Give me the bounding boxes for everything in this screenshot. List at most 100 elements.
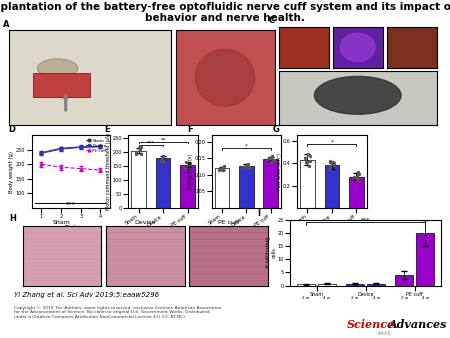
Point [268,153,275,159]
Point [302,155,309,161]
Text: 4 w: 4 w [422,296,429,300]
Text: 2 w: 2 w [400,296,408,300]
Text: D: D [8,125,15,134]
Point [354,169,361,174]
Point [182,159,189,164]
Text: Advances: Advances [389,319,448,331]
FancyArrow shape [63,94,68,111]
Point [246,164,253,170]
X-axis label: Trials: Trials [64,225,78,230]
Text: *: * [245,144,248,149]
Point [219,165,226,170]
Point [326,166,333,171]
Point [328,161,336,167]
Text: F: F [187,125,193,134]
Point [329,159,337,164]
Point [326,159,333,164]
Bar [346,284,364,286]
Text: Yi Zhang et al. Sci Adv 2019;5:eaaw5296: Yi Zhang et al. Sci Adv 2019;5:eaaw5296 [14,292,158,298]
Point [158,158,165,163]
Bar [239,166,254,208]
Text: 4 w: 4 w [373,296,380,300]
Point [330,161,338,167]
Text: I: I [257,209,260,218]
Ellipse shape [315,76,401,114]
Point [242,163,249,169]
Ellipse shape [37,59,78,78]
Point [160,158,167,163]
Bar [416,233,434,286]
Text: **: ** [160,137,166,142]
Point [216,167,223,173]
Text: G: G [273,125,279,134]
Bar [318,284,336,286]
Point [184,162,192,168]
Point [267,155,274,161]
Point [240,164,248,170]
Text: 2 w: 2 w [351,296,359,300]
Point [187,162,194,167]
Point [158,158,166,163]
Point [136,146,143,151]
Text: A: A [3,20,9,29]
Point [186,166,193,172]
Point [326,166,333,172]
Point [304,160,311,165]
Point [326,163,333,169]
Bar [180,165,195,208]
Point [159,155,166,161]
Point [354,177,361,182]
Bar [215,168,230,208]
Text: C: C [269,16,275,25]
Point [245,161,252,167]
Y-axis label: # infiltrating
cells: # infiltrating cells [266,237,276,268]
Point [220,164,227,169]
Point [327,158,334,164]
Point [270,158,277,163]
Bar [300,160,315,208]
Point [137,144,144,149]
Ellipse shape [195,49,255,106]
Point [354,175,361,180]
Bar [367,284,385,286]
Point [267,159,274,165]
Bar [131,150,146,208]
Point [306,153,314,159]
Point [219,167,226,173]
Point [133,149,140,154]
Point [245,164,252,169]
Point [270,158,277,163]
Point [220,167,227,172]
Title: Sham: Sham [53,220,71,225]
Text: Fig. 3 Implantation of the battery-free optofluidic nerve cuff system and its im: Fig. 3 Implantation of the battery-free … [0,2,450,12]
Point [138,151,145,156]
Bar [263,159,278,208]
Point [350,174,357,180]
Point [302,159,310,164]
Bar [33,73,90,97]
Legend: Sham, Device, PE cuff: Sham, Device, PE cuff [84,137,108,154]
Bar [324,165,339,208]
Title: Device: Device [134,220,156,225]
Point [187,161,194,166]
Y-axis label: Paw area (cm²): Paw area (cm²) [277,153,282,190]
Y-axis label: Motor command threshold (μA): Motor command threshold (μA) [106,133,111,210]
Text: ***: *** [66,201,76,206]
Text: Copyright © 2019 The Authors, some rights reserved; exclusive licensee American : Copyright © 2019 The Authors, some right… [14,306,221,319]
Bar [297,284,315,286]
Point [181,165,189,170]
Text: ***: *** [147,141,155,146]
Text: ***: *** [361,218,370,223]
Text: behavior and nerve health.: behavior and nerve health. [145,13,305,23]
Title: PE cuff: PE cuff [218,220,239,225]
Text: H: H [9,214,16,223]
Bar [156,158,171,208]
Text: *: * [330,140,333,145]
Point [303,160,310,165]
Point [264,156,271,162]
Text: 2 w: 2 w [302,296,310,300]
Y-axis label: Body weight (g): Body weight (g) [9,150,14,193]
Point [355,171,362,176]
Point [132,151,140,156]
Text: E: E [104,125,109,134]
